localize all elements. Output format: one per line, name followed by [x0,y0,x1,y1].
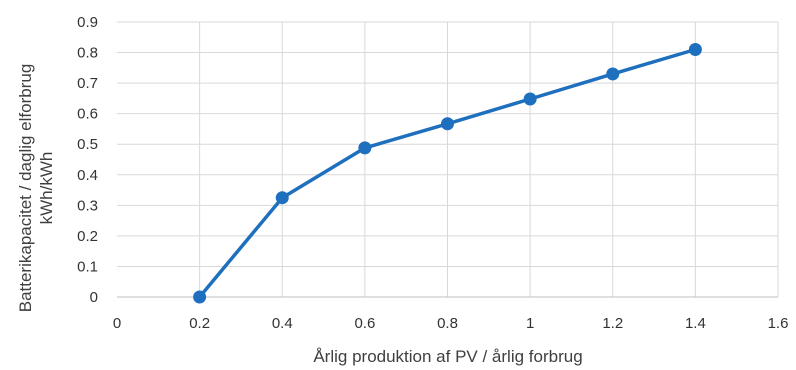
y-tick-label: 0.5 [77,136,98,153]
y-tick-label: 0.2 [77,228,98,245]
data-points [193,43,702,304]
y-tick-label: 0 [90,289,98,306]
y-tick-label: 0.3 [77,197,98,214]
data-point [193,290,207,304]
x-tick-label: 1.2 [602,315,623,332]
x-tick-label: 1 [526,315,534,332]
y-tick-label: 0.4 [77,167,98,184]
data-point [441,117,454,131]
x-tick-label: 0.2 [189,315,210,332]
x-tick-labels: 0 0.2 0.4 0.6 0.8 1 1.2 1.4 1.6 [113,315,789,332]
y-axis-title-line-2: kWh/kWh [37,152,56,225]
x-tick-label: 0.6 [354,315,375,332]
vertical-gridlines [199,22,779,297]
y-tick-labels: 0 0.1 0.2 0.3 0.4 0.5 0.6 0.7 0.8 0.9 [77,14,98,306]
x-axis-title: Årlig produktion af PV / årlig forbrug [313,347,582,366]
data-point [275,191,289,205]
x-tick-label: 1.4 [685,315,706,332]
horizontal-gridlines [117,21,778,267]
x-tick-label: 1.6 [768,315,789,332]
y-tick-label: 0.9 [77,14,98,31]
data-point [606,67,620,81]
data-point [688,43,702,56]
y-tick-label: 0.7 [77,75,98,92]
y-axis-title-line-1: Batterikapacitet / daglig elforbrug [16,64,35,313]
y-tick-label: 0.6 [77,106,98,123]
data-point [523,92,537,106]
x-tick-label: 0.8 [437,315,458,332]
x-tick-label: 0.4 [272,315,293,332]
x-tick-label: 0 [113,315,121,332]
data-point [358,141,372,155]
y-tick-label: 0.8 [77,45,98,62]
y-tick-label: 0.1 [77,258,98,275]
